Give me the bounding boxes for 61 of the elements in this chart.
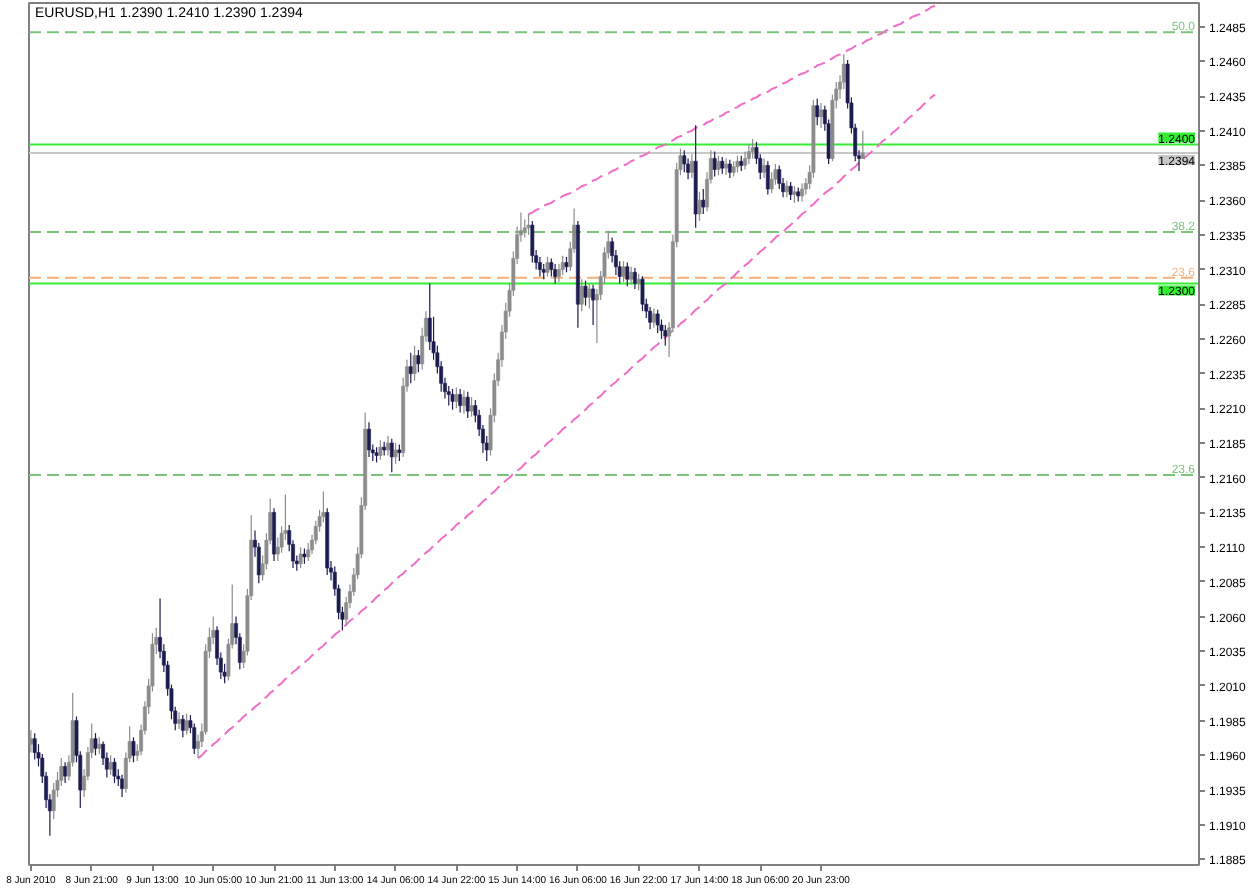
candlestick <box>712 150 717 178</box>
candlestick <box>412 345 417 382</box>
candlestick <box>450 388 455 411</box>
candlestick <box>469 396 474 418</box>
candlestick <box>860 130 865 160</box>
candlestick <box>663 324 668 347</box>
candlestick <box>655 309 660 334</box>
candlestick <box>762 157 766 179</box>
candlestick <box>625 261 630 287</box>
candlestick <box>621 260 626 283</box>
candlestick <box>272 507 276 562</box>
candlestick <box>727 159 732 179</box>
candlestick <box>765 160 770 196</box>
candlestick <box>446 385 451 407</box>
candlestick <box>750 138 755 160</box>
candlestick <box>112 757 117 784</box>
candlestick <box>522 218 527 239</box>
candlestick <box>530 220 535 264</box>
candlestick <box>579 278 584 312</box>
candlestick <box>177 711 181 730</box>
candlestick <box>557 263 561 283</box>
candlestick <box>629 266 634 286</box>
candlestick <box>29 729 33 754</box>
candlestick <box>538 256 542 278</box>
candlestick <box>108 754 113 776</box>
candlestick <box>724 157 728 176</box>
candlestick <box>120 774 124 798</box>
candlestick <box>192 722 197 755</box>
candlestick <box>651 307 656 329</box>
candlestick <box>63 761 67 784</box>
candlestick <box>553 263 558 284</box>
candlestick <box>746 143 751 165</box>
candlestick <box>682 149 687 173</box>
candlestick <box>583 280 588 307</box>
candlestick <box>587 282 592 309</box>
candlestick <box>697 191 702 222</box>
candlestick <box>819 102 823 129</box>
candlestick <box>32 732 37 761</box>
candlestick <box>591 284 596 326</box>
candlestick <box>648 306 652 330</box>
candlestick <box>743 150 747 171</box>
candlestick <box>659 318 664 340</box>
candlestick <box>458 388 463 414</box>
candlestick <box>386 435 390 457</box>
candlestick <box>800 182 804 203</box>
candlestick <box>454 386 459 409</box>
candlestick <box>526 213 531 236</box>
candlestick <box>560 255 565 276</box>
candlestick <box>773 163 778 186</box>
candlestick <box>306 542 311 562</box>
candlestick <box>367 421 371 458</box>
candlestick <box>769 171 774 194</box>
line-series <box>527 4 936 215</box>
candlestick <box>815 98 820 126</box>
candlestick <box>777 164 782 190</box>
candlestick <box>389 438 394 473</box>
candlestick <box>416 349 421 373</box>
candlestick <box>701 188 706 215</box>
line-series <box>197 93 936 760</box>
candlestick <box>549 257 554 278</box>
candlestick <box>465 391 470 419</box>
